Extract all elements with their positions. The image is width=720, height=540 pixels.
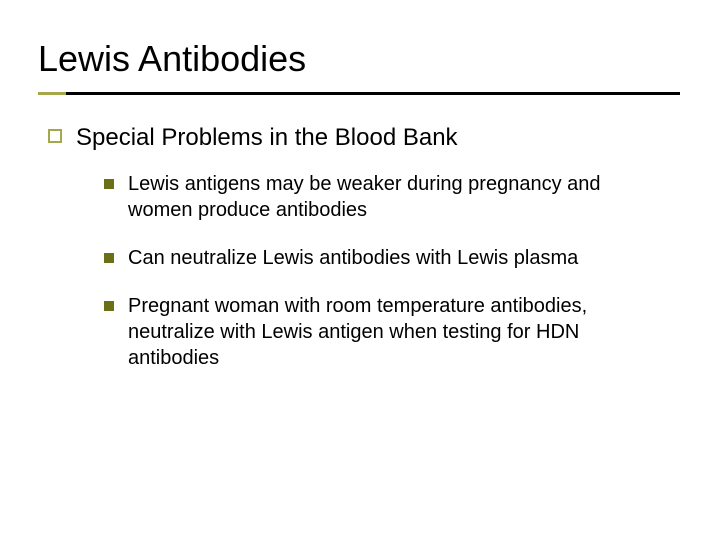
bullet-list: Lewis antigens may be weaker during preg…: [48, 171, 680, 371]
slide-container: Lewis Antibodies Special Problems in the…: [0, 0, 720, 540]
divider-accent: [38, 92, 66, 95]
title-divider: [38, 92, 680, 95]
bullet-item: Can neutralize Lewis antibodies with Lew…: [104, 245, 680, 271]
subtitle-text: Special Problems in the Blood Bank: [76, 123, 458, 153]
subtitle-row: Special Problems in the Blood Bank: [48, 123, 680, 153]
bullet-item: Lewis antigens may be weaker during preg…: [104, 171, 680, 223]
square-solid-bullet-icon: [104, 301, 114, 311]
divider-line: [66, 92, 680, 95]
bullet-text: Can neutralize Lewis antibodies with Lew…: [128, 245, 578, 271]
square-outline-bullet-icon: [48, 129, 62, 143]
body-block: Special Problems in the Blood Bank Lewis…: [38, 123, 680, 371]
slide-title: Lewis Antibodies: [38, 38, 680, 80]
bullet-item: Pregnant woman with room temperature ant…: [104, 293, 680, 371]
square-solid-bullet-icon: [104, 253, 114, 263]
bullet-text: Pregnant woman with room temperature ant…: [128, 293, 668, 371]
square-solid-bullet-icon: [104, 179, 114, 189]
bullet-text: Lewis antigens may be weaker during preg…: [128, 171, 668, 223]
